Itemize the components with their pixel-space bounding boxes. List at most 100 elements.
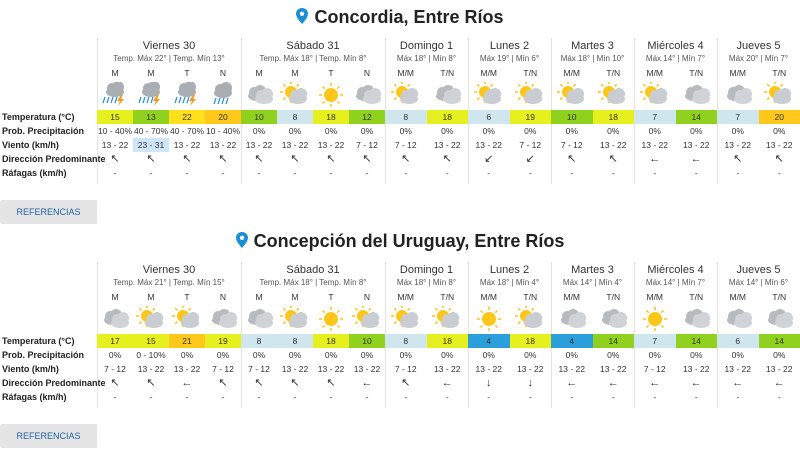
precipitation-cell: 0% (252, 126, 266, 136)
cloud (111, 312, 129, 328)
icon-cell (279, 81, 311, 113)
precipitation-cell: 0% (648, 350, 661, 360)
icon-cell (207, 82, 239, 113)
gust-cell: - (487, 168, 491, 178)
cloud (181, 312, 199, 328)
lightning (153, 95, 160, 106)
cloud (733, 88, 752, 104)
direction-cell: ↙ (525, 153, 535, 165)
direction-cell: ↖ (401, 377, 411, 389)
icon-cell (315, 306, 347, 337)
direction-cell: ↖ (146, 377, 156, 389)
references-button[interactable]: REFERENCIAS (0, 200, 97, 224)
direction-cell: ← (607, 377, 619, 389)
cloud (443, 88, 462, 104)
cloud-part (261, 88, 273, 100)
cloud-part (295, 312, 307, 324)
cloud (145, 312, 163, 328)
row-label: Temperatura (°C) (2, 112, 75, 122)
sun-ray (494, 309, 498, 314)
period-label: T (328, 68, 334, 78)
gust-cell: - (570, 168, 574, 178)
lightning (117, 95, 124, 106)
wind-cell: 13 - 22 (724, 140, 751, 150)
sun-ray (517, 83, 522, 87)
direction-cell: ← (773, 377, 785, 389)
sun-ray (354, 307, 358, 311)
temperature-cell: 8 (385, 334, 427, 348)
gust-cell: - (329, 392, 333, 402)
lightning (189, 95, 196, 106)
period-label: M/M (729, 68, 747, 78)
icon-cell (597, 81, 629, 113)
row-label: Dirección Predominante (2, 154, 106, 164)
temperature-cell: 7 (634, 334, 676, 348)
cloud (609, 312, 628, 328)
period-label: M/M (563, 68, 581, 78)
period-label: M (255, 292, 263, 302)
icon-cell (99, 306, 131, 337)
gust-cell: - (777, 168, 781, 178)
sun-ray (642, 83, 646, 87)
wind-cell: 13 - 22 (281, 364, 309, 374)
cloud (255, 88, 273, 104)
temperature-cell: 8 (241, 334, 277, 348)
temperature-cell: 12 (349, 110, 385, 124)
rain-drop (186, 96, 190, 104)
wind-cell: 7 - 12 (643, 364, 666, 374)
cloud (648, 88, 667, 104)
period-label: M/M (646, 68, 664, 78)
cloud-part (698, 88, 711, 100)
weather-icon (726, 85, 752, 104)
weather-icon (136, 305, 163, 328)
sun-ray (600, 83, 605, 87)
period-label: T (184, 292, 190, 302)
direction-cell: ← (181, 377, 193, 389)
weather-icon (764, 81, 792, 104)
day-name: Lunes 2 (489, 264, 530, 276)
temperature-cell: 6 (717, 334, 759, 348)
sun (324, 88, 338, 102)
period-label: T/N (523, 68, 538, 78)
weather-icon (213, 82, 232, 105)
sun (481, 312, 496, 326)
wind-cell: 13 - 22 (245, 140, 273, 150)
gust-cell: - (257, 168, 261, 178)
icon-cell (135, 305, 167, 337)
direction-cell: ↓ (486, 377, 492, 389)
weather-icon (319, 307, 343, 331)
weather-icon (248, 309, 273, 328)
temperature-cell: 10 (349, 334, 385, 348)
precipitation-cell: 0% (288, 126, 302, 136)
gust-cell: - (528, 168, 532, 178)
sun-ray (614, 83, 618, 87)
weather-icon (685, 85, 711, 104)
rain-drop (182, 96, 186, 104)
sun-ray (282, 83, 286, 87)
period-label: M (255, 68, 263, 78)
sun-ray (476, 83, 480, 87)
sun-ray (393, 321, 397, 325)
sun-ray (393, 307, 397, 311)
day-range: Temp. Máx 22° | Temp. Mín 13° (113, 54, 225, 63)
icon-cell (514, 81, 546, 113)
rain-drop (142, 96, 146, 104)
precipitation-cell: 0% (648, 126, 661, 136)
cloud-part (295, 88, 307, 100)
gust-cell: - (445, 392, 449, 402)
references-button[interactable]: REFERENCIAS (0, 424, 97, 448)
period-label: M (147, 292, 155, 302)
cloud (106, 81, 124, 97)
precipitation-cell: 40 - 70% (169, 126, 205, 136)
weather-icon (598, 81, 626, 104)
direction-cell: ↖ (362, 153, 372, 165)
sun-ray (296, 307, 300, 311)
cloud (289, 312, 307, 328)
period-label: T/N (689, 68, 704, 78)
day-name: Viernes 30 (142, 40, 196, 52)
rain-drop (174, 96, 178, 104)
wind-cell: 13 - 22 (209, 140, 237, 150)
sun-ray (336, 309, 341, 314)
temperature-cell: 10 (551, 110, 593, 124)
gust-cell: - (365, 392, 369, 402)
